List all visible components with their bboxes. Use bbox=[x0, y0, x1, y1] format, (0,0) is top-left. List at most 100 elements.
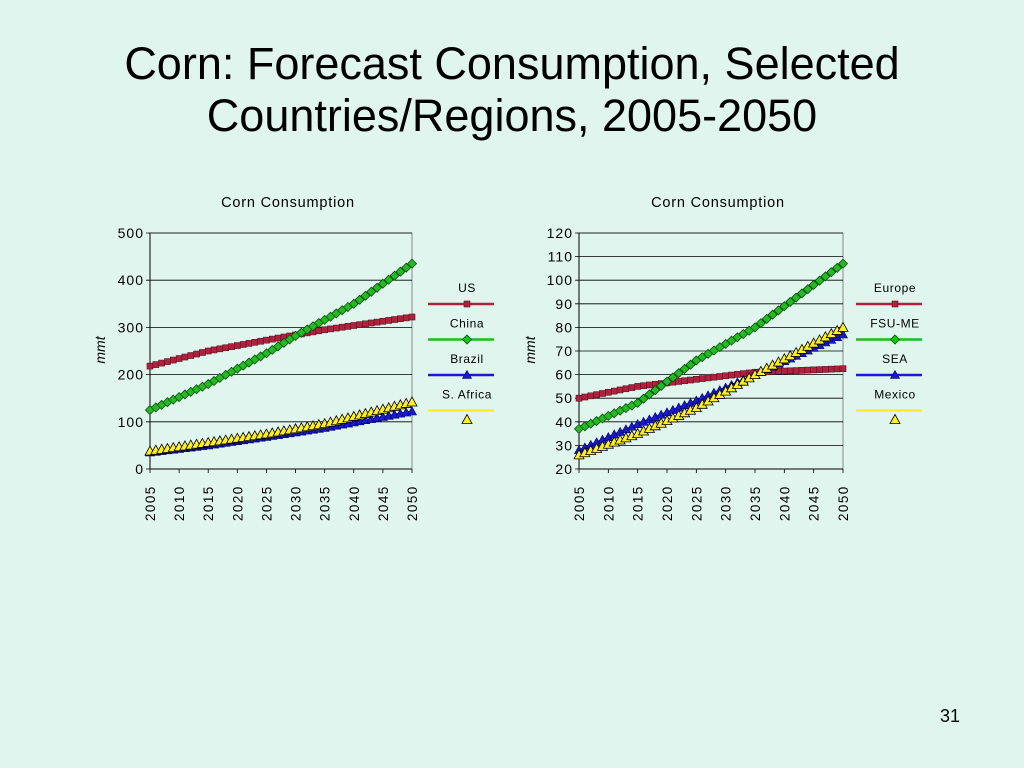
data-point bbox=[767, 309, 778, 320]
chart-1: Corn Consumption 0 100 200 300 400 500 2005 2010… bbox=[92, 195, 494, 521]
data-point bbox=[348, 298, 359, 309]
data-point bbox=[216, 345, 224, 353]
x-tick-label: 2025 bbox=[689, 485, 704, 521]
data-point bbox=[199, 349, 206, 356]
data-point bbox=[164, 358, 171, 365]
data-point bbox=[344, 323, 352, 330]
data-point bbox=[628, 384, 636, 391]
data-point bbox=[610, 387, 618, 395]
data-point bbox=[667, 372, 678, 383]
data-point bbox=[827, 365, 835, 373]
data-point bbox=[327, 325, 334, 333]
y-tick-label: 500 bbox=[118, 225, 144, 241]
data-point bbox=[698, 375, 706, 382]
data-point bbox=[837, 258, 849, 269]
data-point bbox=[245, 340, 253, 347]
data-point bbox=[263, 336, 270, 344]
data-point bbox=[181, 353, 189, 361]
y-axis-label: mmt bbox=[92, 335, 108, 363]
data-point bbox=[656, 380, 667, 391]
data-point bbox=[638, 393, 649, 404]
data-point bbox=[791, 292, 802, 303]
data-point bbox=[204, 347, 212, 355]
legend-label: China bbox=[450, 317, 484, 331]
legend-marker bbox=[891, 300, 899, 308]
data-point bbox=[646, 381, 653, 389]
data-point bbox=[228, 343, 235, 350]
y-tick-label: 30 bbox=[555, 437, 573, 453]
series-mexico bbox=[573, 321, 849, 460]
data-point bbox=[832, 262, 843, 273]
data-point bbox=[802, 284, 813, 295]
x-tick-label: 2035 bbox=[318, 485, 333, 521]
x-tick-label: 2020 bbox=[230, 485, 245, 521]
data-point bbox=[222, 344, 229, 352]
data-point bbox=[362, 320, 369, 328]
data-point bbox=[234, 342, 241, 349]
data-point bbox=[193, 350, 200, 358]
data-point bbox=[826, 267, 837, 278]
legend: US China Brazil S. Africa bbox=[428, 281, 494, 424]
data-point bbox=[408, 313, 416, 321]
x-tick-label: 2040 bbox=[347, 485, 362, 521]
data-point bbox=[681, 377, 688, 385]
legend-marker bbox=[461, 413, 473, 424]
legend-marker bbox=[461, 334, 473, 345]
legend-label: US bbox=[458, 281, 476, 295]
data-point bbox=[644, 389, 655, 400]
data-point bbox=[333, 324, 340, 332]
data-point bbox=[152, 361, 160, 368]
data-point bbox=[239, 341, 247, 348]
x-tick-label: 2040 bbox=[777, 485, 792, 521]
y-tick-label: 300 bbox=[118, 319, 144, 335]
data-point bbox=[169, 356, 177, 364]
data-point bbox=[158, 359, 165, 367]
data-point bbox=[773, 305, 784, 316]
data-point bbox=[755, 318, 766, 329]
data-point bbox=[367, 319, 375, 327]
x-tick-label: 2045 bbox=[376, 485, 391, 521]
data-point bbox=[402, 314, 410, 322]
x-tick-label: 2030 bbox=[719, 485, 734, 521]
y-tick-label: 80 bbox=[555, 319, 573, 335]
data-point bbox=[632, 397, 643, 408]
data-point bbox=[716, 373, 724, 380]
data-point bbox=[210, 346, 218, 354]
series-s-africa bbox=[144, 396, 418, 456]
x-tick-label: 2010 bbox=[172, 485, 187, 521]
data-point bbox=[634, 383, 641, 390]
data-point bbox=[315, 327, 323, 335]
x-tick-label: 2010 bbox=[601, 485, 616, 521]
data-point bbox=[581, 393, 589, 401]
legend-marker bbox=[889, 413, 901, 424]
data-point bbox=[575, 394, 583, 402]
data-point bbox=[391, 316, 398, 323]
x-tick-label: 2050 bbox=[836, 485, 851, 521]
data-point bbox=[389, 270, 400, 281]
y-tick-label: 120 bbox=[547, 225, 573, 241]
data-point bbox=[687, 376, 694, 384]
chart-title: Corn Consumption bbox=[221, 195, 355, 211]
data-point bbox=[728, 371, 735, 379]
legend-label: Europe bbox=[874, 281, 916, 295]
series-europe bbox=[575, 365, 847, 402]
data-point bbox=[822, 366, 829, 373]
data-point bbox=[779, 301, 790, 312]
data-point bbox=[804, 366, 812, 374]
data-point bbox=[833, 365, 841, 373]
slide-title-line-2: Countries/Regions, 2005-2050 bbox=[206, 90, 818, 141]
x-tick-label: 2005 bbox=[572, 485, 587, 521]
data-point bbox=[587, 392, 595, 400]
y-tick-label: 60 bbox=[555, 367, 573, 383]
slide-title-line-1: Corn: Forecast Consumption, Selected bbox=[124, 38, 900, 89]
y-tick-label: 20 bbox=[555, 461, 573, 477]
data-point bbox=[372, 282, 383, 293]
legend-label: Brazil bbox=[450, 352, 484, 366]
y-axis-label: mmt bbox=[522, 335, 538, 363]
data-point bbox=[616, 386, 624, 394]
data-point bbox=[622, 385, 630, 393]
series-fsu-me bbox=[573, 258, 849, 434]
legend: Europe FSU-ME SEA Mexico bbox=[856, 281, 922, 424]
data-point bbox=[785, 296, 796, 307]
data-point bbox=[175, 355, 183, 362]
